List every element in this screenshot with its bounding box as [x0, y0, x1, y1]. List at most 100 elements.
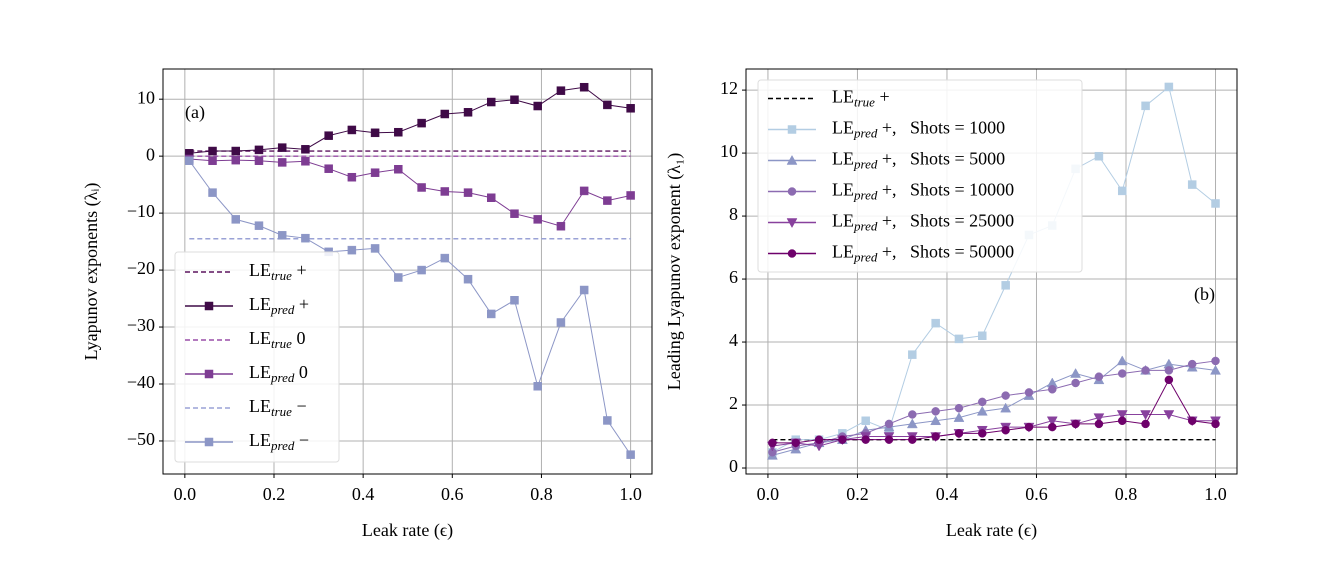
marker [533, 215, 542, 224]
marker [440, 187, 450, 196]
marker [906, 418, 918, 429]
marker [347, 172, 357, 182]
marker [978, 331, 987, 340]
marker [814, 435, 824, 444]
y-tick-label: 12 [720, 78, 738, 98]
marker [1141, 101, 1150, 111]
y-tick-label: 10 [137, 87, 155, 107]
marker [931, 407, 940, 416]
marker [347, 245, 357, 255]
marker [1187, 359, 1197, 369]
annotation: (a) [185, 102, 205, 123]
marker [487, 309, 496, 319]
x-axis-label: Leak rate (ϵ) [362, 520, 453, 541]
legend: LEtrue + LEpred +, Shots = 1000 LEpred +, … [757, 79, 1083, 273]
marker [1093, 413, 1105, 424]
y-tick-label: 6 [729, 267, 738, 287]
legend-marker [786, 218, 798, 229]
y-tick-label: −20 [127, 258, 155, 278]
legend-marker [204, 369, 214, 379]
x-tick-label: 0.8 [530, 484, 553, 504]
marker [324, 164, 333, 173]
x-tick-label: 0.2 [263, 484, 286, 504]
marker [931, 432, 940, 441]
legend-label: LEpred − [249, 430, 309, 453]
marker [487, 97, 496, 107]
marker [930, 415, 942, 426]
marker [185, 156, 194, 165]
marker [626, 450, 635, 459]
marker [208, 188, 217, 197]
legend-label: LEpred +, Shots = 25000 [832, 211, 1014, 234]
marker [1024, 388, 1034, 397]
legend-label: LEpred + [249, 294, 309, 317]
series-line [189, 158, 631, 227]
y-tick-label: −40 [127, 372, 155, 392]
legend-box [757, 79, 1083, 273]
marker [1164, 375, 1174, 385]
marker [231, 155, 240, 165]
marker [1210, 364, 1221, 375]
marker [208, 146, 217, 156]
marker [954, 429, 964, 438]
y-tick-label: 2 [729, 393, 738, 413]
x-tick-label: 0.0 [174, 484, 197, 504]
marker [579, 285, 589, 295]
legend-label: LEtrue + [832, 87, 890, 110]
marker [908, 435, 917, 444]
marker [1094, 151, 1104, 161]
legend-box [174, 251, 340, 463]
marker [1094, 419, 1104, 429]
marker [1187, 180, 1197, 189]
annotation: (b) [1194, 284, 1215, 305]
marker [231, 146, 240, 156]
marker [510, 209, 519, 218]
marker [231, 215, 240, 224]
plot-frame [162, 68, 653, 475]
x-tick-label: 0.6 [441, 484, 464, 504]
marker [1001, 281, 1010, 290]
marker [1164, 366, 1174, 375]
legend-label: LEtrue + [249, 260, 307, 283]
legend-marker [786, 154, 798, 165]
y-tick-label: 4 [729, 330, 738, 350]
marker [908, 350, 917, 359]
marker [954, 334, 964, 344]
marker [254, 156, 264, 165]
marker [976, 405, 988, 416]
marker [510, 296, 519, 305]
x-tick-label: 0.0 [757, 484, 780, 504]
marker [1211, 356, 1220, 366]
legend-label: LEtrue 0 [249, 328, 305, 351]
marker [1071, 378, 1080, 388]
marker [440, 109, 450, 119]
marker [417, 118, 426, 128]
marker [1116, 410, 1128, 420]
marker [1094, 372, 1104, 381]
marker [394, 165, 403, 174]
marker [1001, 425, 1010, 435]
marker [1164, 82, 1174, 92]
marker [626, 191, 635, 200]
marker [884, 435, 894, 444]
marker [1071, 419, 1080, 429]
marker [1001, 391, 1010, 400]
marker [953, 412, 965, 422]
legend-marker [204, 437, 214, 447]
marker [603, 416, 612, 425]
marker [370, 128, 380, 138]
marker [394, 127, 403, 137]
marker [1070, 368, 1082, 378]
legend-label: LEpred +, Shots = 5000 [832, 149, 1005, 172]
legend-label: LEtrue − [249, 396, 307, 419]
marker [1163, 410, 1175, 420]
marker [277, 158, 287, 167]
legend-label: LEpred +, Shots = 10000 [832, 180, 1014, 203]
marker [208, 156, 217, 165]
marker [861, 435, 870, 444]
x-tick-label: 0.4 [352, 484, 375, 504]
y-tick-label: 0 [146, 144, 155, 164]
marker [1211, 419, 1220, 429]
marker [370, 244, 380, 253]
x-tick-label: 0.8 [1115, 484, 1138, 504]
